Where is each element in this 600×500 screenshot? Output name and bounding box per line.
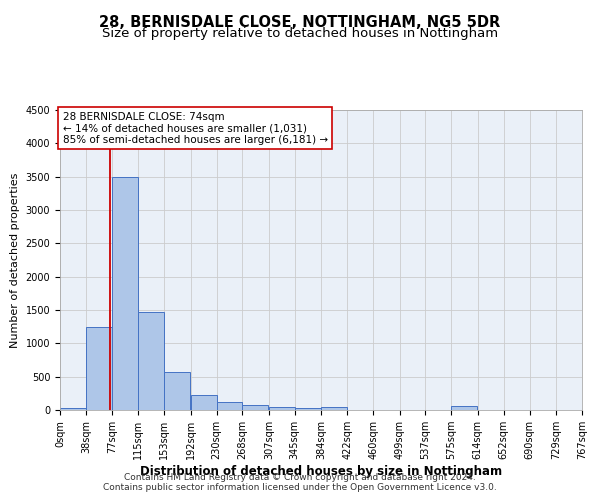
Y-axis label: Number of detached properties: Number of detached properties bbox=[10, 172, 20, 348]
Bar bbox=[242, 404, 268, 410]
Bar bbox=[451, 406, 477, 410]
X-axis label: Distribution of detached houses by size in Nottingham: Distribution of detached houses by size … bbox=[140, 465, 502, 478]
Bar bbox=[112, 176, 138, 410]
Bar bbox=[322, 406, 347, 410]
Bar bbox=[164, 372, 190, 410]
Bar bbox=[269, 406, 295, 410]
Text: 28 BERNISDALE CLOSE: 74sqm
← 14% of detached houses are smaller (1,031)
85% of s: 28 BERNISDALE CLOSE: 74sqm ← 14% of deta… bbox=[62, 112, 328, 144]
Bar bbox=[60, 408, 86, 410]
Text: Size of property relative to detached houses in Nottingham: Size of property relative to detached ho… bbox=[102, 28, 498, 40]
Bar bbox=[86, 326, 112, 410]
Bar bbox=[217, 402, 242, 410]
Bar bbox=[138, 312, 164, 410]
Text: 28, BERNISDALE CLOSE, NOTTINGHAM, NG5 5DR: 28, BERNISDALE CLOSE, NOTTINGHAM, NG5 5D… bbox=[100, 15, 500, 30]
Text: Contains HM Land Registry data © Crown copyright and database right 2024.
Contai: Contains HM Land Registry data © Crown c… bbox=[103, 473, 497, 492]
Bar bbox=[295, 408, 320, 410]
Bar bbox=[191, 394, 217, 410]
